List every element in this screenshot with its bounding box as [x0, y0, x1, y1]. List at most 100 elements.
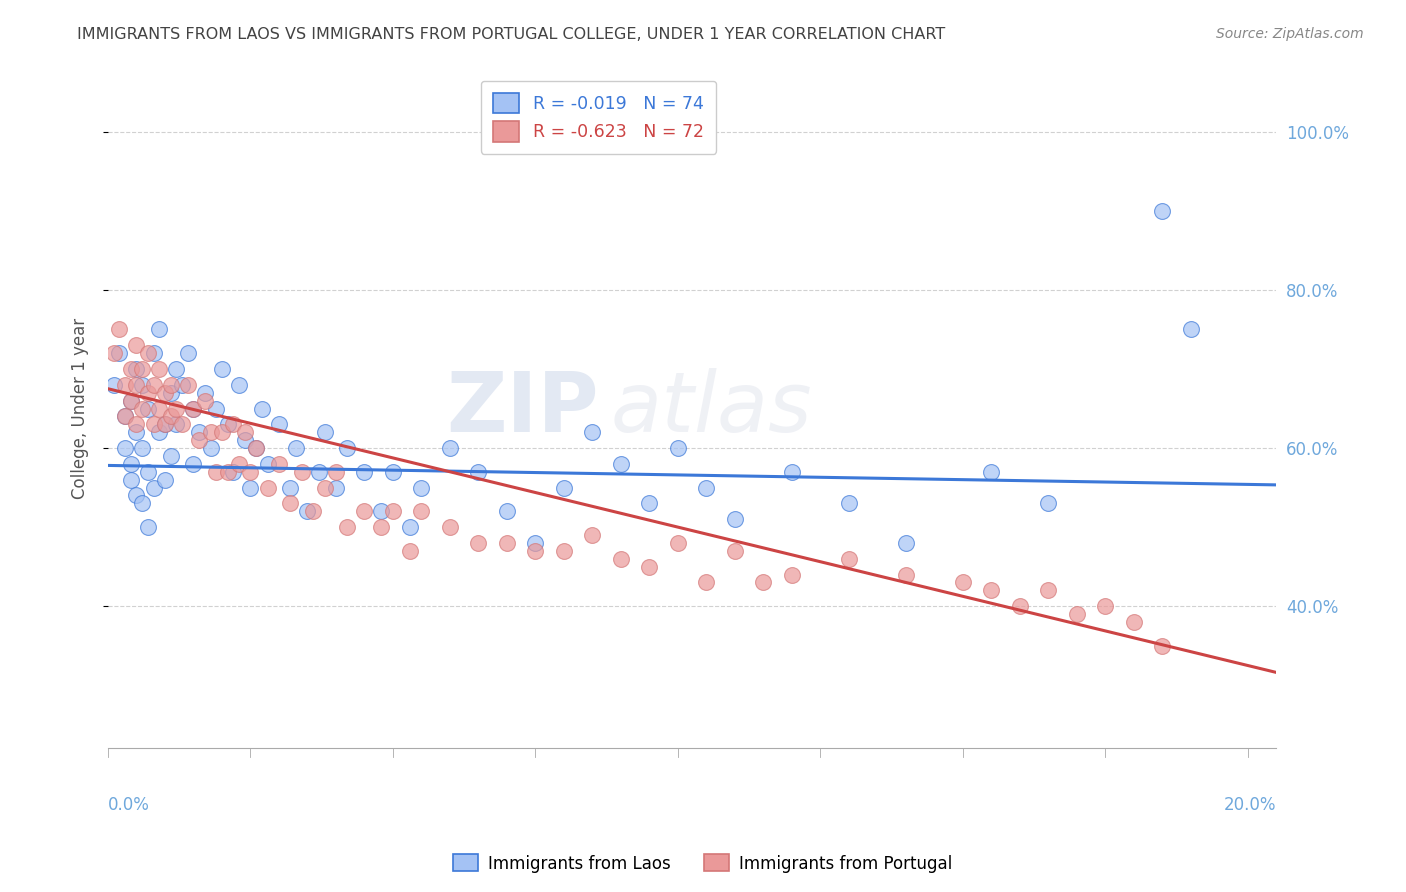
- Point: [1152, 203, 1174, 218]
- Point: [524, 544, 547, 558]
- Point: [411, 481, 433, 495]
- Point: [250, 401, 273, 416]
- Point: [200, 441, 222, 455]
- Point: [308, 465, 330, 479]
- Point: [228, 377, 250, 392]
- Point: [381, 465, 404, 479]
- Text: 0.0%: 0.0%: [108, 796, 150, 814]
- Point: [467, 465, 489, 479]
- Point: [370, 520, 392, 534]
- Point: [188, 433, 211, 447]
- Point: [114, 441, 136, 455]
- Point: [148, 425, 170, 440]
- Point: [638, 559, 661, 574]
- Point: [142, 346, 165, 360]
- Point: [314, 481, 336, 495]
- Point: [1008, 599, 1031, 614]
- Point: [153, 473, 176, 487]
- Point: [205, 401, 228, 416]
- Point: [183, 401, 205, 416]
- Point: [1038, 496, 1060, 510]
- Point: [610, 551, 633, 566]
- Point: [666, 536, 689, 550]
- Point: [125, 377, 148, 392]
- Point: [217, 465, 239, 479]
- Point: [131, 362, 153, 376]
- Point: [136, 346, 159, 360]
- Point: [724, 544, 747, 558]
- Text: 20.0%: 20.0%: [1223, 796, 1277, 814]
- Point: [183, 401, 205, 416]
- Point: [581, 528, 603, 542]
- Point: [142, 377, 165, 392]
- Point: [114, 377, 136, 392]
- Point: [136, 385, 159, 400]
- Point: [297, 504, 319, 518]
- Point: [153, 417, 176, 432]
- Point: [666, 441, 689, 455]
- Point: [245, 441, 267, 455]
- Point: [838, 551, 860, 566]
- Point: [131, 496, 153, 510]
- Point: [200, 425, 222, 440]
- Point: [108, 322, 131, 336]
- Point: [278, 481, 301, 495]
- Point: [610, 457, 633, 471]
- Point: [177, 346, 200, 360]
- Point: [752, 575, 775, 590]
- Point: [256, 457, 278, 471]
- Point: [314, 425, 336, 440]
- Point: [724, 512, 747, 526]
- Point: [222, 465, 245, 479]
- Point: [980, 583, 1002, 598]
- Point: [695, 575, 717, 590]
- Point: [838, 496, 860, 510]
- Point: [125, 417, 148, 432]
- Point: [188, 425, 211, 440]
- Point: [638, 496, 661, 510]
- Point: [370, 504, 392, 518]
- Point: [228, 457, 250, 471]
- Point: [894, 567, 917, 582]
- Point: [439, 441, 461, 455]
- Point: [125, 425, 148, 440]
- Point: [159, 377, 181, 392]
- Point: [239, 465, 262, 479]
- Point: [245, 441, 267, 455]
- Point: [108, 346, 131, 360]
- Point: [222, 417, 245, 432]
- Point: [291, 465, 314, 479]
- Point: [495, 504, 517, 518]
- Point: [336, 520, 359, 534]
- Point: [1094, 599, 1116, 614]
- Point: [183, 457, 205, 471]
- Point: [581, 425, 603, 440]
- Point: [120, 362, 142, 376]
- Point: [524, 536, 547, 550]
- Point: [233, 425, 256, 440]
- Point: [165, 401, 187, 416]
- Legend: R = -0.019   N = 74, R = -0.623   N = 72: R = -0.019 N = 74, R = -0.623 N = 72: [481, 80, 716, 153]
- Point: [165, 362, 187, 376]
- Point: [114, 409, 136, 424]
- Point: [136, 465, 159, 479]
- Point: [695, 481, 717, 495]
- Text: ZIP: ZIP: [446, 368, 599, 449]
- Text: IMMIGRANTS FROM LAOS VS IMMIGRANTS FROM PORTUGAL COLLEGE, UNDER 1 YEAR CORRELATI: IMMIGRANTS FROM LAOS VS IMMIGRANTS FROM …: [77, 27, 946, 42]
- Point: [136, 520, 159, 534]
- Point: [267, 417, 290, 432]
- Point: [467, 536, 489, 550]
- Point: [120, 393, 142, 408]
- Point: [177, 377, 200, 392]
- Point: [894, 536, 917, 550]
- Point: [353, 504, 375, 518]
- Point: [1152, 639, 1174, 653]
- Point: [159, 449, 181, 463]
- Point: [103, 377, 125, 392]
- Point: [114, 409, 136, 424]
- Point: [125, 362, 148, 376]
- Point: [353, 465, 375, 479]
- Point: [148, 401, 170, 416]
- Point: [780, 465, 803, 479]
- Point: [302, 504, 325, 518]
